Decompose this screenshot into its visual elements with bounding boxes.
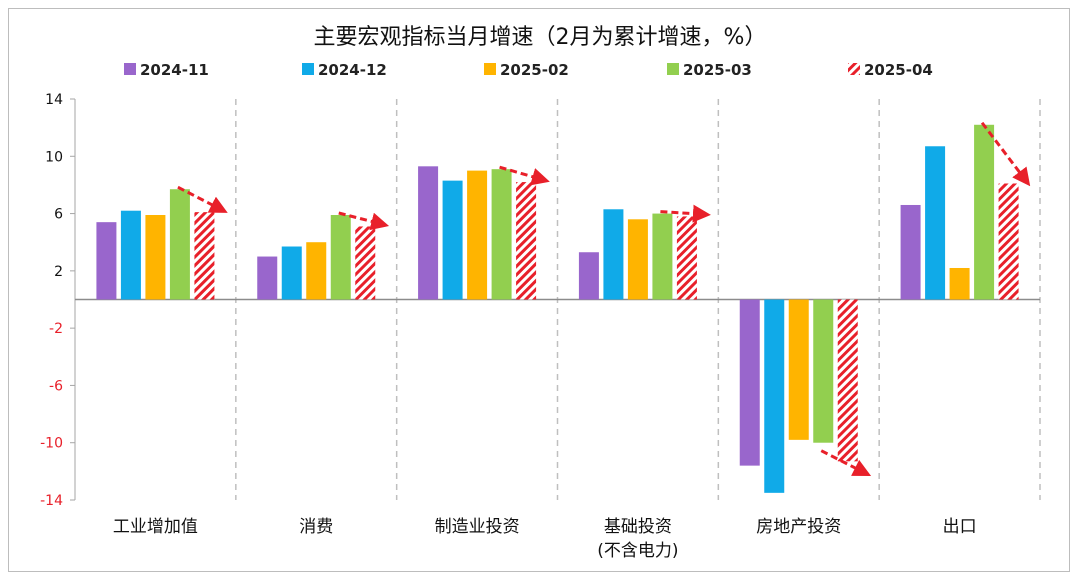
legend-swatch-2025-03 (667, 63, 679, 75)
legend-label-2025-02: 2025-02 (500, 61, 569, 79)
legend-label-2025-04: 2025-04 (864, 61, 933, 79)
bar-2025-04-5 (998, 183, 1019, 300)
chart-frame (8, 8, 1070, 572)
bar-2025-03-2 (491, 169, 512, 300)
bar-2024-11-2 (418, 166, 439, 300)
chart-legend: 2024-11 2024-12 2025-02 2025-03 2025-04 (124, 61, 933, 79)
y-tick-label: -14 (40, 493, 63, 509)
bar-series (96, 124, 1019, 493)
bar-2024-12-3 (603, 209, 624, 300)
bar-2024-11-1 (257, 256, 278, 300)
chart-axes: 14 10 6 2 -2 -6 -10 -14 (40, 92, 1040, 509)
legend-label-2025-03: 2025-03 (683, 61, 752, 79)
bar-2024-11-3 (578, 252, 599, 300)
bar-2024-12-5 (925, 146, 946, 300)
y-tick-label: 10 (45, 149, 63, 165)
bar-2025-04-0 (194, 212, 215, 300)
bar-2025-03-1 (330, 215, 351, 300)
category-separators (235, 99, 1041, 500)
category-label: 基础投资 (604, 517, 672, 537)
trend-arrow (980, 121, 1031, 187)
bar-2025-02-2 (467, 170, 488, 300)
category-labels: 工业增加值 消费 制造业投资 基础投资 (不含电力) 房地产投资 出口 (113, 517, 977, 561)
bar-2025-03-5 (974, 124, 995, 300)
y-tick-label: 2 (54, 264, 63, 280)
category-label: 消费 (299, 517, 333, 537)
legend-swatch-2024-12 (302, 63, 314, 75)
bar-2025-02-4 (788, 299, 809, 440)
bar-2024-11-5 (900, 204, 921, 300)
bar-2025-04-1 (355, 226, 376, 300)
trend-arrow (660, 204, 711, 223)
chart-title: 主要宏观指标当月增速（2月为累计增速，%） (314, 25, 767, 50)
bar-2024-12-2 (442, 180, 463, 300)
bar-2024-11-4 (739, 299, 760, 466)
bar-2025-02-3 (627, 219, 648, 300)
trend-arrow (820, 449, 872, 477)
bar-2025-03-3 (652, 213, 673, 300)
category-label: 制造业投资 (435, 517, 520, 537)
bar-2024-12-0 (120, 210, 141, 300)
bar-2024-12-4 (764, 299, 785, 493)
bar-2025-03-0 (169, 189, 190, 300)
legend-swatch-2025-02 (484, 63, 496, 75)
trend-arrow (499, 165, 550, 186)
trend-arrows (177, 121, 1031, 477)
category-label: (不含电力) (597, 541, 678, 561)
legend-swatch-2025-04 (848, 63, 860, 75)
category-label: 房地产投资 (756, 517, 841, 537)
bar-2025-04-3 (676, 216, 697, 300)
legend-label-2024-11: 2024-11 (140, 61, 209, 79)
bar-2025-02-0 (145, 215, 166, 300)
category-label: 出口 (943, 517, 977, 537)
trend-arrow (338, 211, 390, 231)
bar-2025-02-1 (306, 242, 327, 300)
bar-2025-04-2 (516, 182, 537, 300)
bar-2025-04-4 (837, 299, 858, 462)
bar-2024-11-0 (96, 222, 117, 300)
y-tick-label: 6 (54, 207, 63, 223)
trend-arrow (177, 185, 228, 213)
y-tick-label: -2 (49, 321, 63, 337)
bar-2025-03-4 (813, 299, 834, 443)
y-tick-label: 14 (45, 92, 63, 108)
y-tick-label: -10 (40, 436, 63, 452)
legend-label-2024-12: 2024-12 (318, 61, 387, 79)
category-label: 工业增加值 (113, 517, 198, 537)
y-tick-label: -6 (49, 378, 63, 394)
legend-swatch-2024-11 (124, 63, 136, 75)
bar-2025-02-5 (949, 267, 970, 300)
bar-2024-12-1 (281, 246, 302, 300)
